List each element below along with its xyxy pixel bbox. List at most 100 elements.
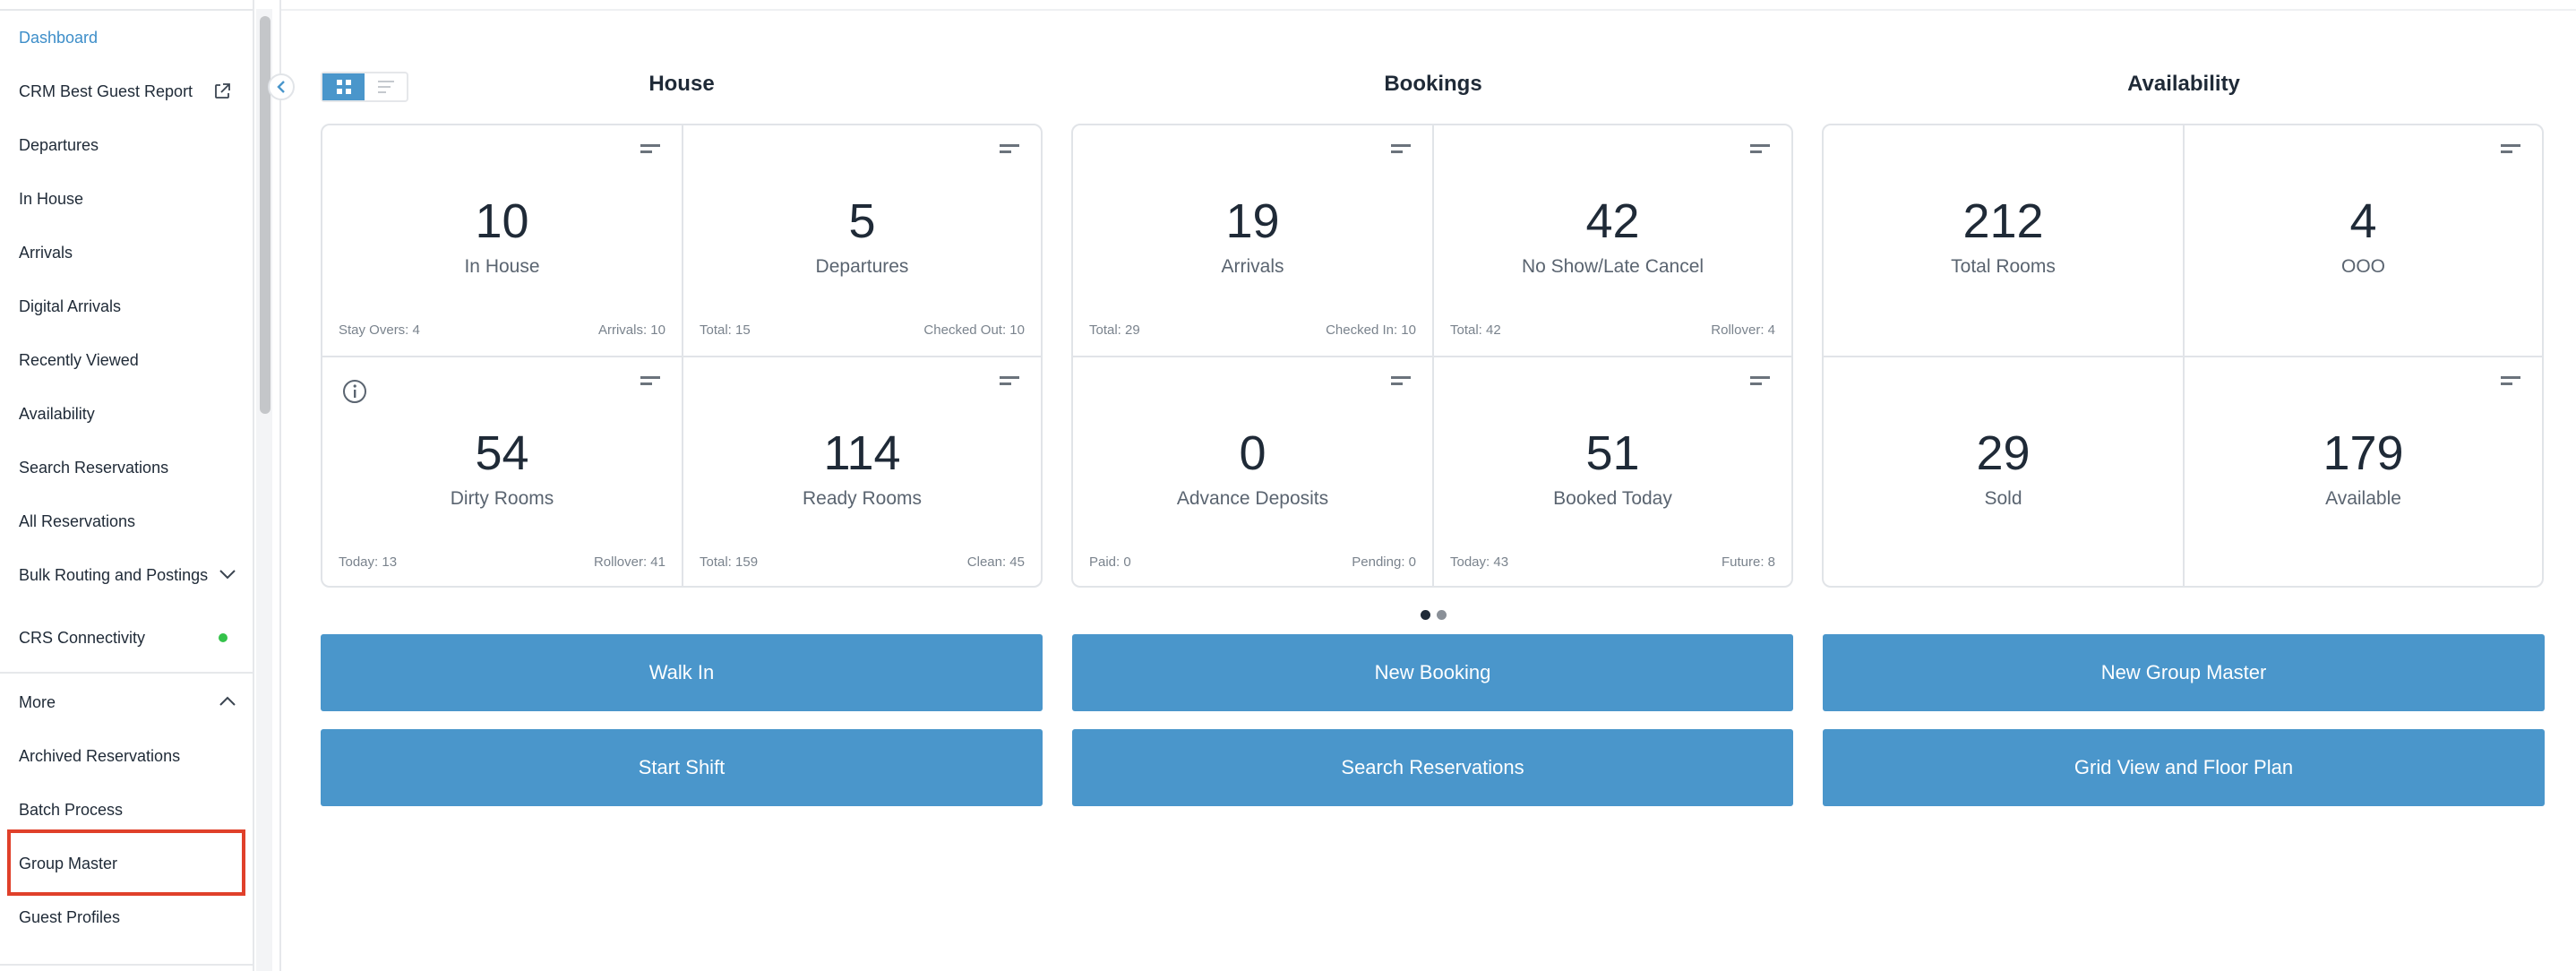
sidebar-scrollbar-thumb[interactable] <box>260 16 270 414</box>
card-label: Sold <box>1984 488 2022 509</box>
sidebar-item-group-master[interactable]: Group Master <box>0 837 253 890</box>
sidebar-item-arrivals[interactable]: Arrivals <box>0 226 253 279</box>
list-view-toggle[interactable] <box>365 73 407 100</box>
sidebar-item-crs-connectivity[interactable]: CRS Connectivity <box>0 611 253 665</box>
grid-view-toggle[interactable] <box>322 73 365 100</box>
card-dirty-rooms[interactable]: 54 Dirty Rooms Today: 13 Rollover: 41 <box>322 357 682 588</box>
section-title-bookings: Bookings <box>1384 72 1482 96</box>
card-menu-icon[interactable] <box>1750 375 1770 388</box>
card-value: 10 <box>475 194 529 248</box>
sidebar-item-more[interactable]: More <box>0 675 253 729</box>
card-value: 29 <box>1976 426 2031 480</box>
card-label: In House <box>464 256 540 277</box>
card-value: 42 <box>1585 194 1640 248</box>
sidebar-item-label: More <box>19 692 56 711</box>
card-menu-icon[interactable] <box>2501 143 2520 156</box>
pager-dot[interactable] <box>1437 610 1447 620</box>
search-reservations-button[interactable]: Search Reservations <box>1072 729 1793 806</box>
sidebar-item-guest-profiles[interactable]: Guest Profiles <box>0 890 253 944</box>
sidebar-item-digital-arrivals[interactable]: Digital Arrivals <box>0 279 253 333</box>
card-menu-icon[interactable] <box>640 143 660 156</box>
card-label: Booked Today <box>1553 488 1672 509</box>
sidebar-item-dashboard[interactable]: Dashboard <box>0 11 253 64</box>
bookings-card-group: 19 Arrivals Total: 29 Checked In: 10 42 … <box>1071 124 1793 588</box>
walk-in-button[interactable]: Walk In <box>321 634 1043 711</box>
sidebar-item-recently-viewed[interactable]: Recently Viewed <box>0 333 253 387</box>
pager-dot-active[interactable] <box>1421 610 1430 620</box>
card-advance-deposits[interactable]: 0 Advance Deposits Paid: 0 Pending: 0 <box>1073 357 1432 588</box>
sidebar-item-label: Departures <box>19 135 99 154</box>
sidebar-item-all-reservations[interactable]: All Reservations <box>0 494 253 548</box>
card-in-house[interactable]: 10 In House Stay Overs: 4 Arrivals: 10 <box>322 125 682 356</box>
card-available[interactable]: 179 Available <box>2185 357 2542 588</box>
card-value: 5 <box>848 194 876 248</box>
card-ready-rooms[interactable]: 114 Ready Rooms Total: 159 Clean: 45 <box>683 357 1041 588</box>
card-foot-right: Pending: 0 <box>1352 554 1416 570</box>
sidebar-item-label: CRM Best Guest Report <box>19 82 193 100</box>
card-divider <box>1824 356 2542 357</box>
view-toggle <box>321 72 408 102</box>
sidebar-item-label: Archived Reservations <box>19 746 181 765</box>
card-menu-icon[interactable] <box>1391 375 1411 388</box>
card-value: 54 <box>475 426 529 480</box>
card-no-show-late-cancel[interactable]: 42 No Show/Late Cancel Total: 42 Rollove… <box>1434 125 1791 356</box>
sidebar-divider <box>0 672 253 674</box>
card-label: Available <box>2325 488 2401 509</box>
card-ooo[interactable]: 4 OOO <box>2185 125 2542 356</box>
card-menu-icon[interactable] <box>1000 375 1019 388</box>
highlight-box <box>7 829 245 896</box>
sidebar-item-in-house[interactable]: In House <box>0 172 253 226</box>
card-label: Dirty Rooms <box>450 488 554 509</box>
sidebar-item-crm-best-guest-report[interactable]: CRM Best Guest Report <box>0 64 253 118</box>
sidebar-item-departures[interactable]: Departures <box>0 118 253 172</box>
grid-view-floor-plan-button[interactable]: Grid View and Floor Plan <box>1823 729 2545 806</box>
sidebar-item-label: Guest Profiles <box>19 907 121 926</box>
card-label: OOO <box>2340 256 2385 277</box>
card-menu-icon[interactable] <box>1750 143 1770 156</box>
card-departures[interactable]: 5 Departures Total: 15 Checked Out: 10 <box>683 125 1041 356</box>
card-value: 0 <box>1239 426 1267 480</box>
sidebar-item-archived-reservations[interactable]: Archived Reservations <box>0 729 253 783</box>
info-icon[interactable] <box>342 379 367 404</box>
card-foot-left: Total: 15 <box>700 322 751 338</box>
sidebar-item-label: Dashboard <box>19 28 99 47</box>
card-foot-right: Clean: 45 <box>966 554 1025 570</box>
card-sold[interactable]: 29 Sold <box>1824 357 2183 588</box>
sidebar-item-label: Batch Process <box>19 800 124 819</box>
card-value: 51 <box>1585 426 1640 480</box>
card-booked-today[interactable]: 51 Booked Today Today: 43 Future: 8 <box>1434 357 1791 588</box>
card-label: Arrivals <box>1221 256 1284 277</box>
card-menu-icon[interactable] <box>1000 143 1019 156</box>
chevron-left-icon <box>277 81 285 93</box>
card-arrivals[interactable]: 19 Arrivals Total: 29 Checked In: 10 <box>1073 125 1432 356</box>
sidebar-item-batch-process[interactable]: Batch Process <box>0 783 253 837</box>
card-menu-icon[interactable] <box>640 375 660 388</box>
new-booking-button[interactable]: New Booking <box>1072 634 1793 711</box>
sidebar-top-border <box>0 9 254 11</box>
sidebar-item-label: Availability <box>19 404 95 423</box>
card-foot-right: Future: 8 <box>1721 554 1775 570</box>
start-shift-button[interactable]: Start Shift <box>321 729 1043 806</box>
sidebar-item-availability[interactable]: Availability <box>0 387 253 441</box>
card-total-rooms[interactable]: 212 Total Rooms <box>1824 125 2183 356</box>
card-value: 4 <box>2349 194 2377 248</box>
card-label: Total Rooms <box>1951 256 2056 277</box>
sidebar-item-label: In House <box>19 189 84 208</box>
sidebar-item-label: Digital Arrivals <box>19 296 122 315</box>
card-label: Ready Rooms <box>802 488 923 509</box>
sidebar-item-label: Group Master <box>19 854 118 872</box>
card-menu-icon[interactable] <box>2501 375 2520 388</box>
collapse-sidebar-button[interactable] <box>268 73 295 100</box>
sidebar-item-search-reservations[interactable]: Search Reservations <box>0 441 253 494</box>
sidebar-divider <box>0 964 253 966</box>
card-menu-icon[interactable] <box>1391 143 1411 156</box>
new-group-master-button[interactable]: New Group Master <box>1823 634 2545 711</box>
card-value: 212 <box>1962 194 2044 248</box>
card-foot-left: Today: 13 <box>339 554 398 570</box>
chevron-down-icon <box>219 570 236 580</box>
card-value: 179 <box>2323 426 2404 480</box>
card-foot-right: Rollover: 4 <box>1711 322 1775 338</box>
card-value: 114 <box>823 426 901 480</box>
sidebar-item-bulk-routing[interactable]: Bulk Routing and Postings <box>0 548 253 602</box>
section-title-availability: Availability <box>2127 72 2240 96</box>
